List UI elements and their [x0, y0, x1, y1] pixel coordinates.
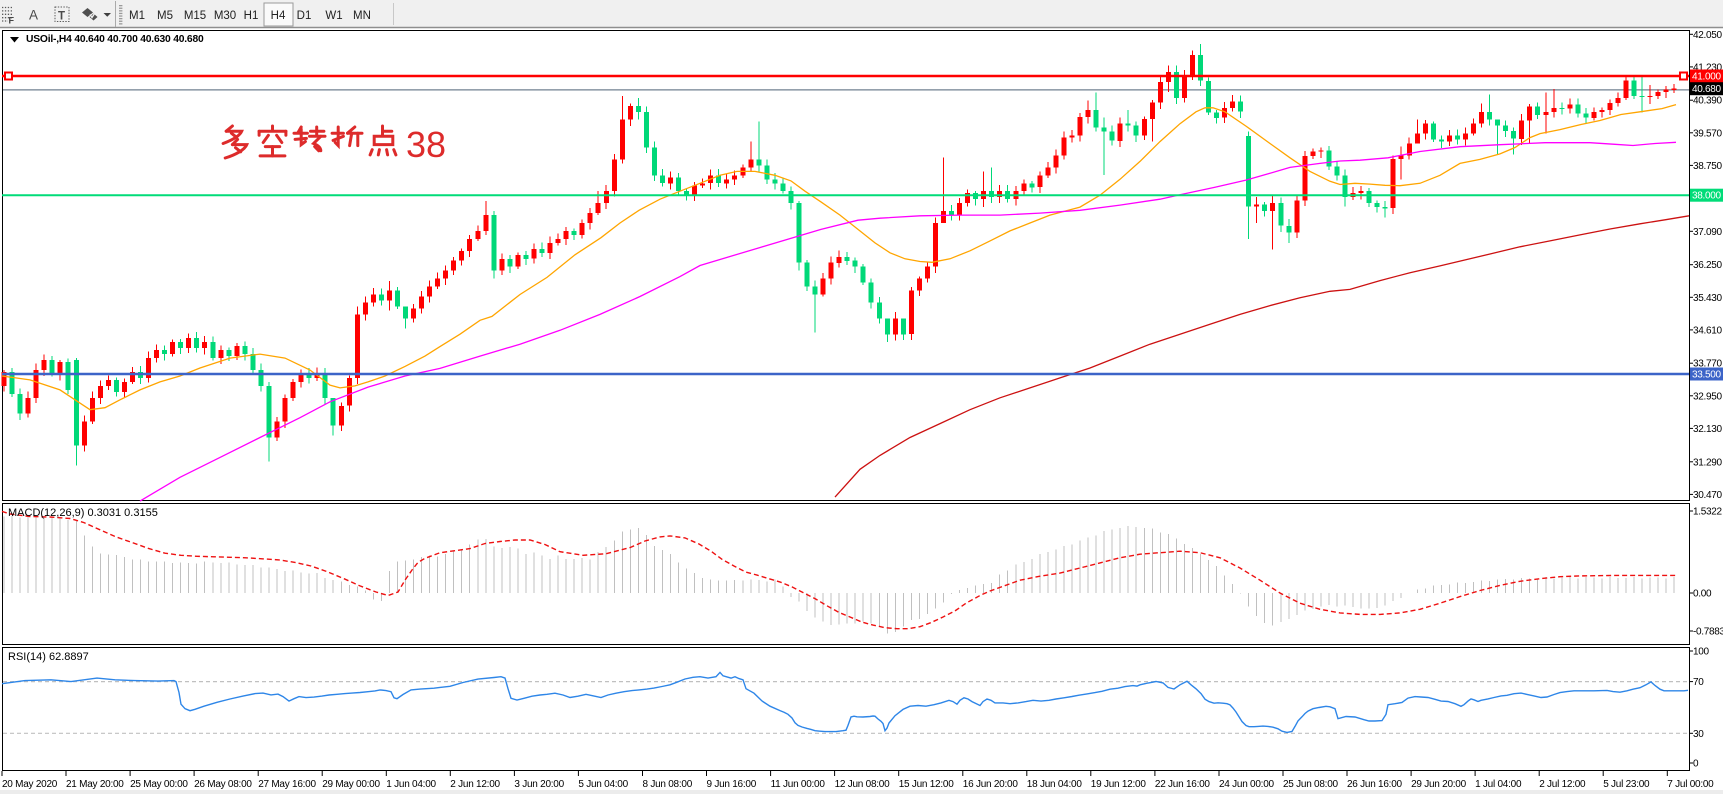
- svg-text:M5: M5: [157, 10, 173, 22]
- svg-text:M1: M1: [129, 10, 145, 22]
- svg-text:70: 70: [1693, 677, 1704, 688]
- svg-text:24 Jun 00:00: 24 Jun 00:00: [1219, 779, 1275, 790]
- svg-text:30.470: 30.470: [1693, 490, 1723, 501]
- svg-text:29 Jun 20:00: 29 Jun 20:00: [1411, 779, 1467, 790]
- svg-text:MACD(12,26,9) 0.3031 0.3155: MACD(12,26,9) 0.3031 0.3155: [8, 507, 158, 519]
- svg-text:29 May 00:00: 29 May 00:00: [322, 779, 380, 790]
- svg-text:F: F: [9, 16, 15, 26]
- svg-text:1 Jun 04:00: 1 Jun 04:00: [386, 779, 436, 790]
- svg-text:38.000: 38.000: [1692, 191, 1722, 202]
- svg-text:40.680: 40.680: [1692, 84, 1722, 95]
- svg-text:32.950: 32.950: [1693, 391, 1723, 402]
- svg-text:33.500: 33.500: [1692, 370, 1722, 381]
- svg-text:31.290: 31.290: [1693, 457, 1723, 468]
- svg-text:36.250: 36.250: [1693, 260, 1723, 271]
- svg-text:5 Jul 23:00: 5 Jul 23:00: [1603, 779, 1650, 790]
- svg-text:2 Jul 12:00: 2 Jul 12:00: [1539, 779, 1586, 790]
- svg-text:H1: H1: [244, 10, 259, 22]
- svg-text:M30: M30: [214, 10, 236, 22]
- svg-text:37.090: 37.090: [1693, 227, 1723, 238]
- svg-text:8 Jun 08:00: 8 Jun 08:00: [643, 779, 693, 790]
- svg-text:16 Jun 20:00: 16 Jun 20:00: [963, 779, 1019, 790]
- svg-text:W1: W1: [325, 10, 342, 22]
- svg-text:21 May 20:00: 21 May 20:00: [66, 779, 124, 790]
- svg-text:18 Jun 04:00: 18 Jun 04:00: [1027, 779, 1083, 790]
- svg-text:34.610: 34.610: [1693, 325, 1723, 336]
- svg-text:A: A: [29, 8, 38, 23]
- svg-text:0: 0: [1693, 759, 1699, 770]
- svg-text:RSI(14) 62.8897: RSI(14) 62.8897: [8, 651, 89, 663]
- svg-text:25 May 00:00: 25 May 00:00: [130, 779, 188, 790]
- svg-text:27 May 16:00: 27 May 16:00: [258, 779, 316, 790]
- svg-text:T: T: [58, 11, 65, 23]
- svg-text:26 Jun 16:00: 26 Jun 16:00: [1347, 779, 1403, 790]
- svg-text:26 May 08:00: 26 May 08:00: [194, 779, 252, 790]
- svg-text:2 Jun 12:00: 2 Jun 12:00: [450, 779, 500, 790]
- svg-text:32.130: 32.130: [1693, 424, 1723, 435]
- svg-text:22 Jun 16:00: 22 Jun 16:00: [1155, 779, 1211, 790]
- svg-text:0.00: 0.00: [1693, 589, 1712, 600]
- svg-text:25 Jun 08:00: 25 Jun 08:00: [1283, 779, 1339, 790]
- svg-text:30: 30: [1693, 729, 1704, 740]
- svg-text:1 Jul 04:00: 1 Jul 04:00: [1475, 779, 1522, 790]
- svg-text:H4: H4: [271, 10, 286, 22]
- svg-text:38: 38: [406, 124, 446, 165]
- svg-text:19 Jun 12:00: 19 Jun 12:00: [1091, 779, 1147, 790]
- svg-text:D1: D1: [297, 10, 312, 22]
- svg-text:35.430: 35.430: [1693, 293, 1723, 304]
- svg-text:MN: MN: [353, 10, 371, 22]
- svg-text:100: 100: [1693, 647, 1710, 658]
- svg-text:41.000: 41.000: [1692, 72, 1722, 83]
- svg-text:1.5322: 1.5322: [1693, 507, 1723, 518]
- svg-text:20 May 2020: 20 May 2020: [2, 779, 58, 790]
- svg-text:-0.7883: -0.7883: [1693, 627, 1723, 638]
- svg-text:33.770: 33.770: [1693, 359, 1723, 370]
- svg-text:9 Jun 16:00: 9 Jun 16:00: [707, 779, 757, 790]
- svg-text:3 Jun 20:00: 3 Jun 20:00: [514, 779, 564, 790]
- svg-text:40.390: 40.390: [1693, 96, 1723, 107]
- svg-text:38.750: 38.750: [1693, 161, 1723, 172]
- svg-text:12 Jun 08:00: 12 Jun 08:00: [835, 779, 891, 790]
- svg-text:15 Jun 12:00: 15 Jun 12:00: [899, 779, 955, 790]
- svg-text:M15: M15: [184, 10, 206, 22]
- svg-text:7 Jul 00:00: 7 Jul 00:00: [1667, 779, 1714, 790]
- svg-text:39.570: 39.570: [1693, 128, 1723, 139]
- svg-text:42.050: 42.050: [1693, 30, 1723, 41]
- svg-text:USOil-,H4 40.640 40.700 40.63: USOil-,H4 40.640 40.700 40.630 40.680: [26, 34, 204, 45]
- svg-text:11 Jun 00:00: 11 Jun 00:00: [771, 779, 826, 790]
- svg-text:41.230: 41.230: [1693, 62, 1723, 73]
- svg-text:5 Jun 04:00: 5 Jun 04:00: [578, 779, 628, 790]
